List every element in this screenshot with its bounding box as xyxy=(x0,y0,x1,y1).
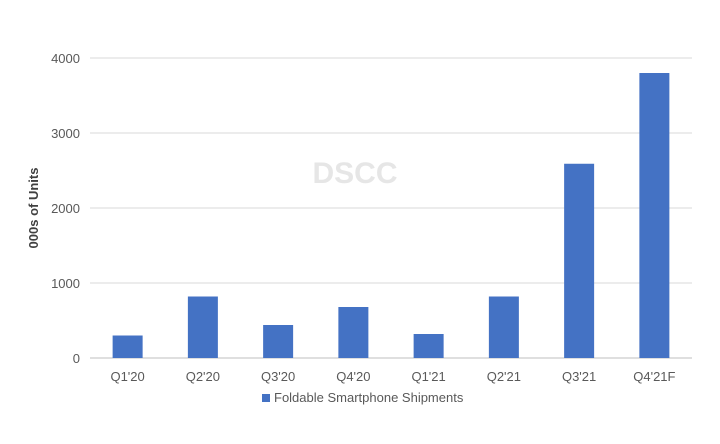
gridlines xyxy=(90,57,692,359)
watermark: DSCC xyxy=(312,157,397,190)
y-tick-label: 1000 xyxy=(51,276,80,291)
bar xyxy=(187,296,218,358)
y-tick-label: 3000 xyxy=(51,126,80,141)
y-tick-label: 2000 xyxy=(51,201,80,216)
legend: Foldable Smartphone Shipments xyxy=(262,390,464,405)
x-tick-label: Q2'20 xyxy=(186,369,220,384)
bar xyxy=(488,296,519,358)
x-tick-label: Q1'20 xyxy=(110,369,144,384)
bars xyxy=(112,73,670,358)
legend-swatch xyxy=(262,394,270,402)
x-tick-label: Q3'21 xyxy=(562,369,596,384)
x-tick-label: Q2'21 xyxy=(487,369,521,384)
x-tick-label: Q4'21F xyxy=(633,369,675,384)
y-axis-label: 000s of Units xyxy=(26,168,41,249)
bar xyxy=(413,334,444,358)
legend-label: Foldable Smartphone Shipments xyxy=(274,390,464,405)
x-tick-label: Q1'21 xyxy=(411,369,445,384)
y-tick-label: 0 xyxy=(73,351,80,366)
x-axis-ticks: Q1'20 Q2'20 Q3'20 Q4'20 Q1'21 Q2'21 Q3'21 Q4'21… xyxy=(110,369,675,384)
bar xyxy=(263,325,294,358)
x-tick-label: Q4'20 xyxy=(336,369,370,384)
x-tick-label: Q3'20 xyxy=(261,369,295,384)
bar xyxy=(112,335,143,358)
y-tick-label: 4000 xyxy=(51,51,80,66)
bar xyxy=(639,73,670,358)
y-axis-ticks: 0 1000 2000 3000 4000 xyxy=(51,51,80,366)
bar xyxy=(564,163,595,358)
bar xyxy=(338,307,369,358)
